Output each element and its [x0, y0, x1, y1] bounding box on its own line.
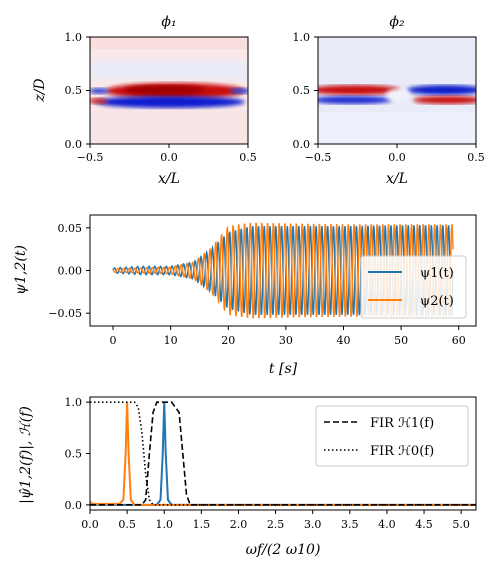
x-tick-label: 0.0	[81, 518, 99, 531]
heatmap-phi2-ytick: 0.5	[293, 84, 311, 97]
time-series-xlabel: t [s]	[269, 361, 298, 377]
spectrum-lines	[89, 401, 476, 506]
x-tick-label: 0	[110, 334, 117, 347]
time-series-ylabel: ψ1,2(t)	[13, 245, 29, 295]
legend-psi1-label: ψ1(t)	[420, 266, 454, 281]
time-series-plot: 0 10 20 30 40 50 60 −0.05 0.00 0.05 t [s] ψ1,2(t…	[13, 214, 477, 377]
heatmap-phi2-left-positive	[318, 85, 400, 95]
heatmap-phi1-ylabel: z/D	[32, 78, 48, 102]
heatmap-phi1: ϕ₁ −0.5 0.0 0.5 x/L 0.0	[32, 14, 257, 187]
heatmap-phi1-xtick: 0.0	[160, 151, 178, 164]
legend-h1-label: FIR ℋ1(f)	[370, 416, 434, 431]
heatmap-phi1-mid-wash	[90, 60, 248, 80]
spectrum-series-3	[90, 401, 476, 506]
spectrum-series-2	[89, 402, 476, 506]
time-series-legend: ψ1(t) ψ2(t)	[360, 255, 467, 319]
y-tick-label: 0.0	[65, 499, 83, 512]
y-tick-label: 1.0	[65, 396, 83, 409]
heatmap-phi1-xtick: −0.5	[77, 151, 104, 164]
heatmap-phi2-yaxis: 0.0 0.5 1.0	[293, 31, 318, 151]
x-tick-label: 2.5	[267, 518, 285, 531]
heatmap-phi2-lower-wash	[318, 112, 476, 144]
heatmap-phi2-right-negative	[407, 85, 476, 95]
spectrum-series-4	[90, 401, 476, 506]
spectrum-yaxis: 0.0 0.5 1.0	[65, 396, 90, 512]
heatmap-phi2-right-positive	[413, 96, 476, 104]
x-tick-label: 50	[394, 334, 408, 347]
heatmap-phi1-right-blue	[230, 88, 248, 94]
y-tick-label: 0.05	[58, 222, 83, 235]
heatmap-phi1-negative-lobe	[95, 96, 245, 108]
heatmap-phi1-left-blue	[90, 88, 109, 94]
x-tick-label: 60	[452, 334, 466, 347]
heatmap-phi1-ytick: 1.0	[65, 31, 83, 44]
spectrum-ylabel: |ψ̂1,2(f)|, ℋ(f)	[18, 406, 34, 504]
x-tick-label: 0.5	[118, 518, 136, 531]
y-tick-label: −0.05	[48, 307, 82, 320]
heatmap-phi2-ytick: 0.0	[293, 138, 311, 151]
heatmap-phi2-left-negative	[318, 96, 392, 104]
heatmap-phi1-positive-core	[125, 85, 205, 95]
x-tick-label: 4.0	[378, 518, 396, 531]
heatmap-phi1-xtick: 0.5	[239, 151, 257, 164]
heatmap-phi2-title: ϕ₂	[389, 14, 405, 30]
heatmap-phi2-xlabel: x/L	[386, 171, 408, 187]
x-tick-label: 3.5	[341, 518, 359, 531]
heatmap-phi1-xlabel: x/L	[158, 171, 180, 187]
heatmap-phi1-xaxis: −0.5 0.0 0.5 x/L	[77, 144, 257, 187]
x-tick-label: 20	[221, 334, 235, 347]
heatmap-phi2-ytick: 1.0	[293, 31, 311, 44]
heatmap-phi1-lower-wash	[90, 110, 248, 144]
legend-psi2-label: ψ2(t)	[420, 294, 454, 309]
heatmap-phi2-xtick: −0.5	[305, 151, 332, 164]
x-tick-label: 2.0	[230, 518, 248, 531]
heatmap-phi2-center-node	[386, 89, 410, 101]
spectrum-plot: 0.0 0.5 1.0 1.5 2.0 2.5 3.0 3.5 4.0 4.5 5.0 0.0 0.5…	[18, 396, 477, 558]
heatmap-phi1-ytick: 0.0	[65, 138, 83, 151]
x-tick-label: 1.0	[155, 518, 173, 531]
x-tick-label: 10	[164, 334, 178, 347]
heatmap-phi2-xtick: 0.0	[388, 151, 406, 164]
x-tick-label: 40	[336, 334, 350, 347]
spectrum-legend: FIR ℋ1(f) FIR ℋ0(f)	[315, 405, 469, 467]
x-tick-label: 1.5	[193, 518, 211, 531]
heatmap-phi1-yaxis: 0.0 0.5 1.0 z/D	[32, 31, 90, 151]
spectrum-xaxis: 0.0 0.5 1.0 1.5 2.0 2.5 3.0 3.5 4.0 4.5 5.0	[81, 510, 470, 531]
time-series-xaxis: 0 10 20 30 40 50 60	[110, 326, 466, 347]
heatmap-phi2-xaxis: −0.5 0.0 0.5 x/L	[305, 144, 485, 187]
legend-h0-label: FIR ℋ0(f)	[370, 444, 434, 459]
y-tick-label: 0.5	[65, 448, 83, 461]
spectrum-legend-box	[315, 405, 469, 467]
y-tick-label: 0.00	[58, 265, 83, 278]
heatmap-phi2: ϕ₂ −0.5 0.0 0.5 x/L 0.0 0.5 1.0	[293, 14, 485, 187]
time-series-yaxis: −0.05 0.00 0.05	[48, 222, 90, 320]
x-tick-label: 3.0	[304, 518, 322, 531]
x-tick-label: 4.5	[415, 518, 433, 531]
x-tick-label: 30	[279, 334, 293, 347]
heatmap-phi2-xtick: 0.5	[467, 151, 485, 164]
spectrum-xlabel: ωf/(2 ω10)	[246, 542, 321, 558]
heatmap-phi1-title: ϕ₁	[161, 14, 176, 30]
x-tick-label: 5.0	[452, 518, 470, 531]
heatmap-phi1-ytick: 0.5	[65, 84, 83, 97]
heatmap-phi1-left-red	[90, 98, 108, 104]
heatmap-phi1-upper-wash	[90, 37, 248, 49]
